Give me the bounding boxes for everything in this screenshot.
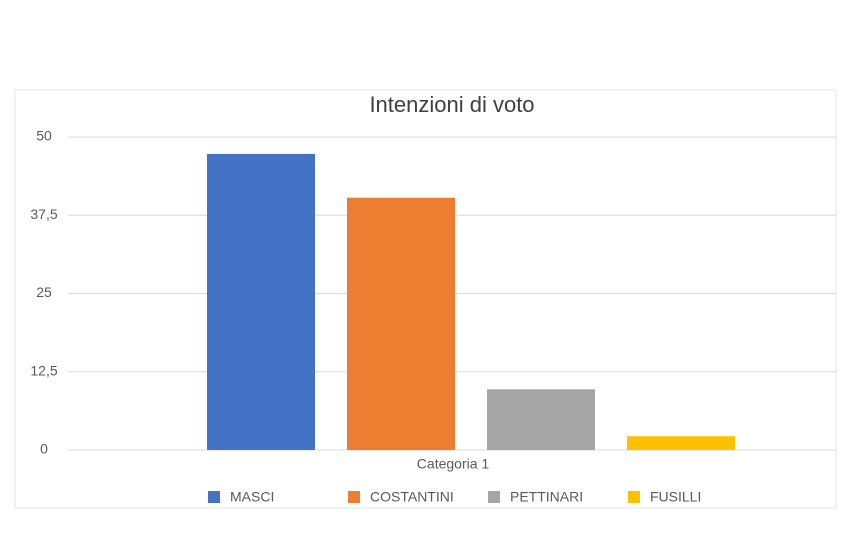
bar	[347, 197, 455, 450]
legend-label: MASCI	[230, 489, 274, 505]
legend-swatch	[348, 491, 360, 503]
bar	[627, 436, 735, 450]
legend-swatch	[488, 491, 500, 503]
bar	[207, 153, 315, 451]
y-tick-label: 0	[40, 441, 48, 457]
y-tick-label: 50	[36, 128, 52, 144]
y-tick-label: 25	[36, 284, 52, 300]
x-tick-label: Categoria 1	[417, 456, 490, 472]
legend-swatch	[208, 491, 220, 503]
y-tick-label: 37,5	[30, 206, 57, 222]
legend-label: PETTINARI	[510, 489, 583, 505]
legend-label: FUSILLI	[650, 489, 701, 505]
bar	[487, 389, 595, 450]
chart-title: Intenzioni di voto	[369, 92, 534, 117]
y-tick-label: 12,5	[30, 362, 57, 378]
legend-swatch	[628, 491, 640, 503]
legend-label: COSTANTINI	[370, 489, 454, 505]
